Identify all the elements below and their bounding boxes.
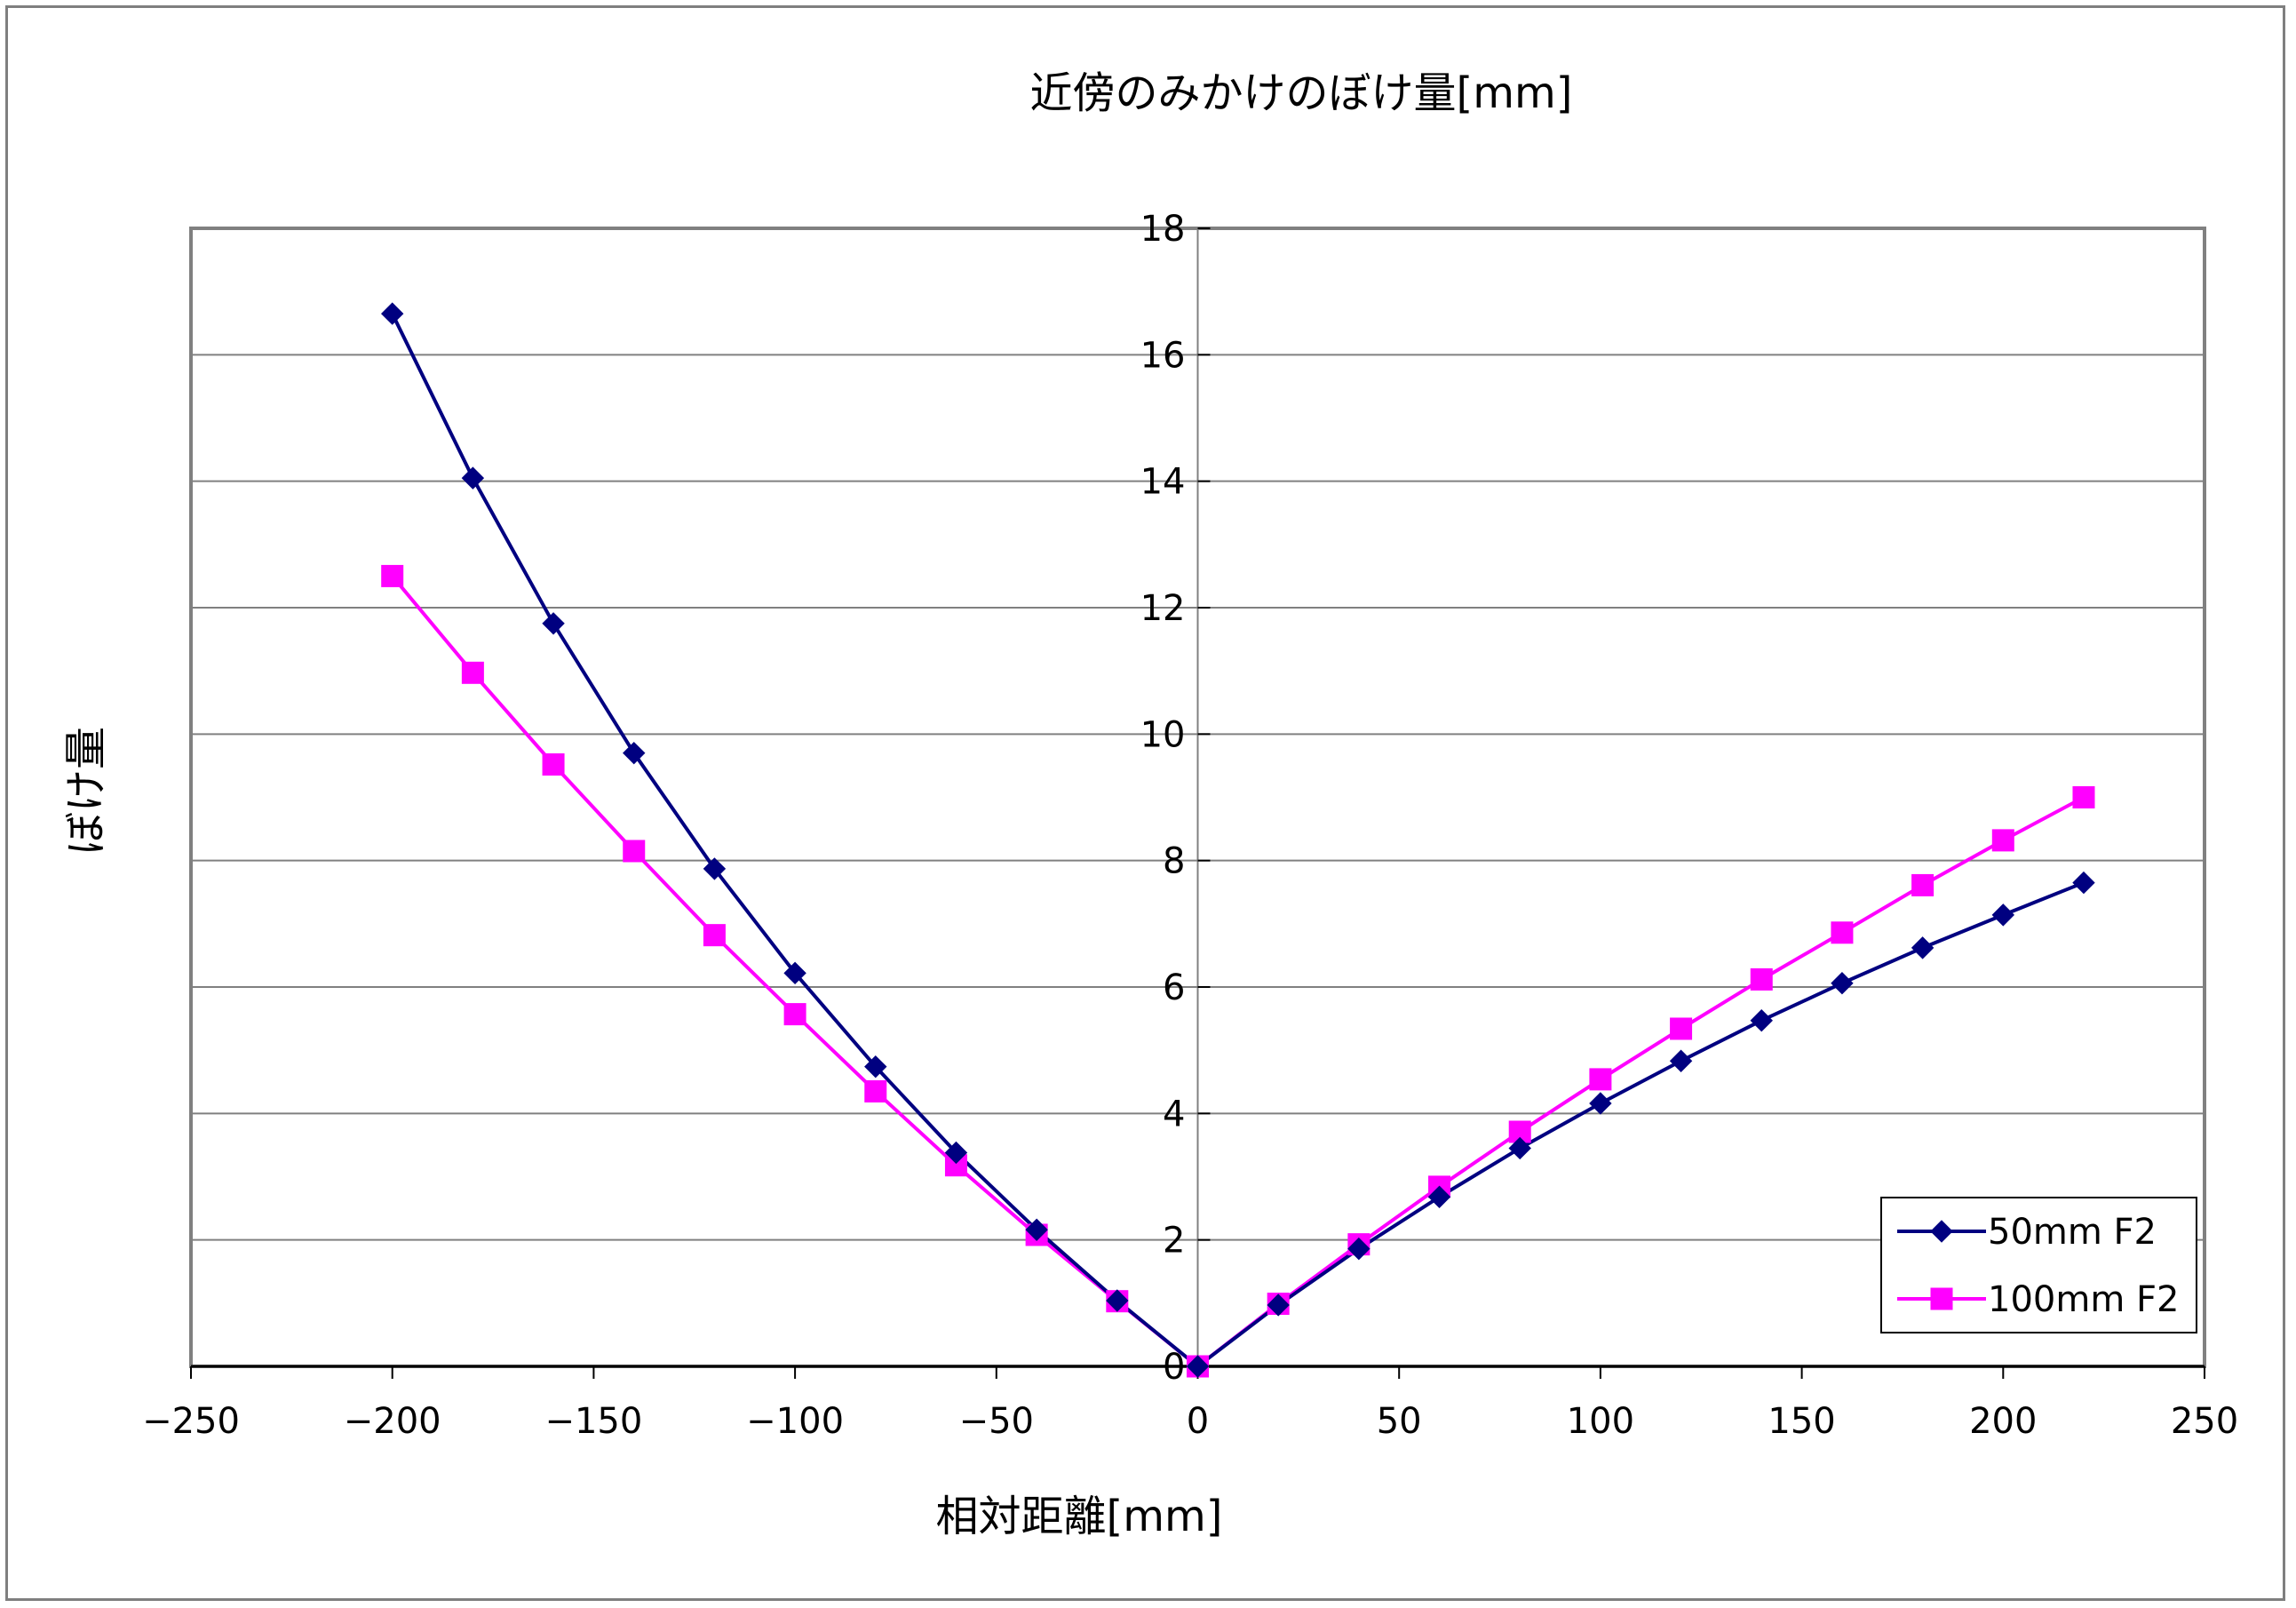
series-1-point <box>703 924 726 947</box>
series-0-point <box>1831 972 1854 995</box>
legend-swatch-marker <box>1930 1287 1953 1310</box>
series-1-point <box>542 752 565 776</box>
series-0-point <box>1589 1092 1612 1115</box>
y-tick-label: 2 <box>1163 1221 1185 1262</box>
series-0-point <box>944 1141 968 1165</box>
series-1-point <box>783 1003 806 1026</box>
series-0-point <box>1186 1355 1210 1378</box>
series-0-point <box>1025 1218 1048 1241</box>
series-0-point <box>1347 1237 1370 1261</box>
series-0-point <box>864 1055 887 1079</box>
series-1-point <box>864 1079 887 1103</box>
series-0-point <box>783 961 806 985</box>
x-tick-label: 150 <box>1768 1401 1835 1442</box>
series-1-point <box>461 661 484 684</box>
series-0-point <box>1106 1289 1129 1312</box>
y-tick-label: 18 <box>1140 209 1186 250</box>
series-1-point <box>381 564 404 587</box>
x-tick-label: −200 <box>344 1401 441 1442</box>
series-0-point <box>1669 1049 1693 1072</box>
series-0-point <box>1427 1185 1451 1208</box>
y-tick-label: 12 <box>1140 588 1186 629</box>
x-tick-label: 250 <box>2171 1401 2238 1442</box>
series-1-point <box>1589 1068 1612 1091</box>
series-1-point <box>1831 921 1854 944</box>
y-tick-label: 16 <box>1140 335 1186 376</box>
x-tick-label: −150 <box>544 1401 642 1442</box>
series-0-point <box>461 466 485 490</box>
series-0-point <box>703 857 727 880</box>
chart-title: 近傍のみかけのぼけ量[mm] <box>1030 68 1573 118</box>
series-0-point <box>1911 936 1935 959</box>
x-tick-label: −50 <box>959 1401 1034 1442</box>
legend: 50mm F2 100mm F2 <box>1880 1197 2197 1333</box>
legend-swatch-marker <box>1930 1220 1953 1243</box>
series-0-point <box>1267 1294 1290 1317</box>
series-0-point <box>1750 1009 1773 1032</box>
series-0-point <box>542 612 565 635</box>
series-1-point <box>1991 829 2014 852</box>
x-axis-title: 相対距離[mm] <box>936 1492 1223 1541</box>
series-0-point <box>2072 871 2095 895</box>
series-1-point <box>623 840 646 863</box>
y-tick-label: 6 <box>1163 967 1185 1008</box>
y-axis-title: ぼけ量 <box>61 727 111 855</box>
x-tick-label: 50 <box>1377 1401 1422 1442</box>
series-0-point <box>623 741 646 765</box>
y-tick-label: 4 <box>1163 1094 1185 1134</box>
legend-label: 50mm F2 <box>1988 1212 2157 1253</box>
series-0-point <box>1991 904 2015 927</box>
series-1-point <box>1911 873 1935 896</box>
series-0-point <box>1508 1136 1531 1160</box>
y-tick-label: 14 <box>1140 462 1186 503</box>
series-1-point <box>2072 786 2095 808</box>
x-tick-label: 200 <box>1969 1401 2037 1442</box>
series-0-point <box>380 302 404 325</box>
legend-box <box>1880 1197 2197 1333</box>
x-tick-label: 0 <box>1187 1401 1209 1442</box>
series-1-point <box>1750 967 1773 991</box>
x-tick-label: −100 <box>746 1401 844 1442</box>
series-1-point <box>1670 1017 1693 1040</box>
y-tick-label: 8 <box>1163 841 1185 882</box>
y-tick-label: 10 <box>1140 714 1186 755</box>
x-tick-label: 100 <box>1567 1401 1634 1442</box>
legend-label: 100mm F2 <box>1988 1279 2179 1320</box>
series-line-0 <box>390 313 2085 1369</box>
x-tick-label: −250 <box>142 1401 240 1442</box>
